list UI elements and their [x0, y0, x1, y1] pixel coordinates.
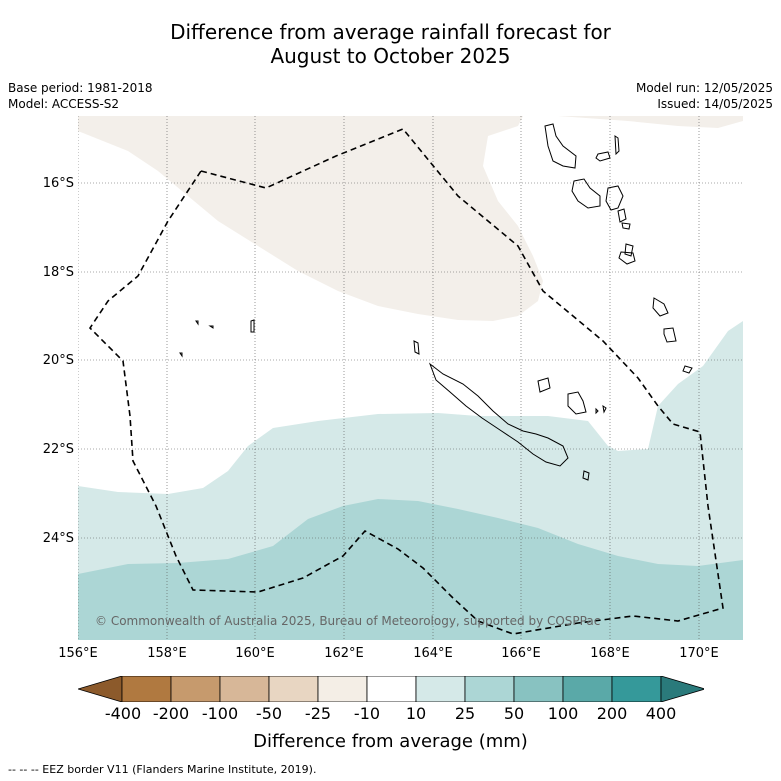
base-period: Base period: 1981-2018	[8, 81, 153, 95]
colorbar-label: 100	[547, 704, 579, 723]
model-name: Model: ACCESS-S2	[8, 97, 120, 111]
colorbar-cell	[611, 676, 662, 702]
colorbar-label: -50	[255, 704, 283, 723]
lat-label-24s: 24°S	[42, 531, 74, 546]
lon-label-162e: 162°E	[324, 646, 364, 661]
lon-label-158e: 158°E	[147, 646, 187, 661]
colorbar-extend-low	[78, 676, 123, 702]
wet-25-50-region	[78, 499, 743, 640]
new-caledonia	[179, 319, 607, 481]
colorbar-extend-high	[660, 676, 704, 702]
lon-label-164e: 164°E	[413, 646, 453, 661]
graticule	[78, 116, 743, 640]
issued-date: Issued: 14/05/2025	[657, 97, 773, 111]
colorbar-cell	[219, 676, 270, 702]
model-run: Model run: 12/05/2025	[635, 81, 773, 95]
copyright-notice: © Commonwealth of Australia 2025, Bureau…	[95, 614, 601, 628]
dry-anomaly-region-ne	[558, 116, 743, 128]
colorbar-title: Difference from average (mm)	[253, 731, 528, 752]
colorbar-label: 25	[454, 704, 476, 723]
colorbar-label: 400	[645, 704, 677, 723]
lon-label-166e: 166°E	[501, 646, 541, 661]
colorbar-cell	[415, 676, 466, 702]
rainfall-map	[78, 116, 743, 640]
meta-right: Model run: 12/05/2025 Issued: 14/05/2025	[636, 80, 773, 112]
colorbar-label: -10	[353, 704, 381, 723]
colorbar-label: 10	[405, 704, 427, 723]
eez-border	[88, 128, 724, 635]
colorbar-cell	[513, 676, 564, 702]
colorbar-label: -25	[304, 704, 332, 723]
colorbar-label: -400	[104, 704, 142, 723]
colorbar	[78, 676, 704, 702]
colorbar-cell	[268, 676, 319, 702]
dry-anomaly-region	[78, 116, 543, 321]
colorbar-cell	[170, 676, 221, 702]
colorbar-label: 200	[596, 704, 628, 723]
vanuatu-islands	[544, 123, 693, 374]
colorbar-label: 50	[503, 704, 525, 723]
lat-label-18s: 18°S	[42, 265, 74, 280]
colorbar-cell	[317, 676, 368, 702]
lat-label-20s: 20°S	[42, 353, 74, 368]
colorbar-label: -100	[201, 704, 239, 723]
lat-label-16s: 16°S	[42, 176, 74, 191]
lon-label-160e: 160°E	[235, 646, 275, 661]
eez-legend-note: -- -- -- EEZ border V11 (Flanders Marine…	[8, 763, 317, 776]
chart-title: Difference from average rainfall forecas…	[0, 20, 781, 68]
meta-left: Base period: 1981-2018 Model: ACCESS-S2	[8, 80, 153, 112]
title-line-1: Difference from average rainfall forecas…	[170, 20, 611, 44]
lon-label-168e: 168°E	[590, 646, 630, 661]
colorbar-cell	[562, 676, 613, 702]
lon-label-156e: 156°E	[58, 646, 98, 661]
title-line-2: August to October 2025	[270, 44, 511, 68]
lat-label-22s: 22°S	[42, 442, 74, 457]
colorbar-label: -200	[152, 704, 190, 723]
colorbar-cell	[464, 676, 515, 702]
colorbar-cell	[121, 676, 172, 702]
colorbar-cell	[366, 676, 417, 702]
lon-label-170e: 170°E	[679, 646, 719, 661]
